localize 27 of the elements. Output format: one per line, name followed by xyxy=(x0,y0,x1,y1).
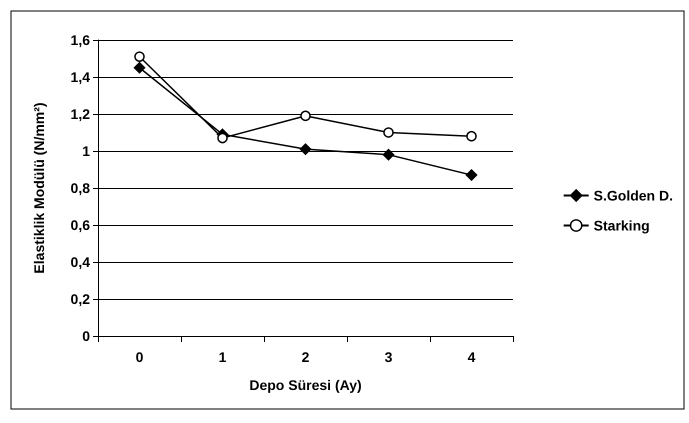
y-tick-label: 1,4 xyxy=(70,69,90,85)
y-tick-label: 1,2 xyxy=(70,106,90,122)
point xyxy=(300,143,312,155)
y-tick-label: 0,2 xyxy=(70,291,90,307)
x-tick-label: 4 xyxy=(468,349,476,365)
y-tick-label: 0,6 xyxy=(70,217,90,233)
y-tick-label: 1 xyxy=(82,143,90,159)
legend-label: S.Golden D. xyxy=(594,188,674,204)
point xyxy=(382,148,394,160)
y-tick-label: 1,6 xyxy=(70,32,90,48)
y-tick-label: 0,8 xyxy=(70,180,90,196)
x-tick-label: 2 xyxy=(302,349,310,365)
y-axis-title: Elastiklik Modülü (N/mm²) xyxy=(31,102,47,274)
point xyxy=(217,132,228,144)
x-axis-title: Depo Süresi (Ay) xyxy=(249,377,362,393)
legend-label: Starking xyxy=(594,218,650,234)
point xyxy=(300,110,311,122)
point xyxy=(383,127,394,138)
y-tick-label: 0 xyxy=(82,328,90,344)
x-tick-label: 0 xyxy=(136,349,144,365)
y-tick-label: 0,4 xyxy=(70,254,90,270)
point xyxy=(466,169,478,181)
point xyxy=(134,62,146,74)
point xyxy=(466,130,477,142)
point xyxy=(134,51,145,62)
x-tick-label: 1 xyxy=(218,349,227,365)
x-tick-label: 3 xyxy=(384,349,393,365)
